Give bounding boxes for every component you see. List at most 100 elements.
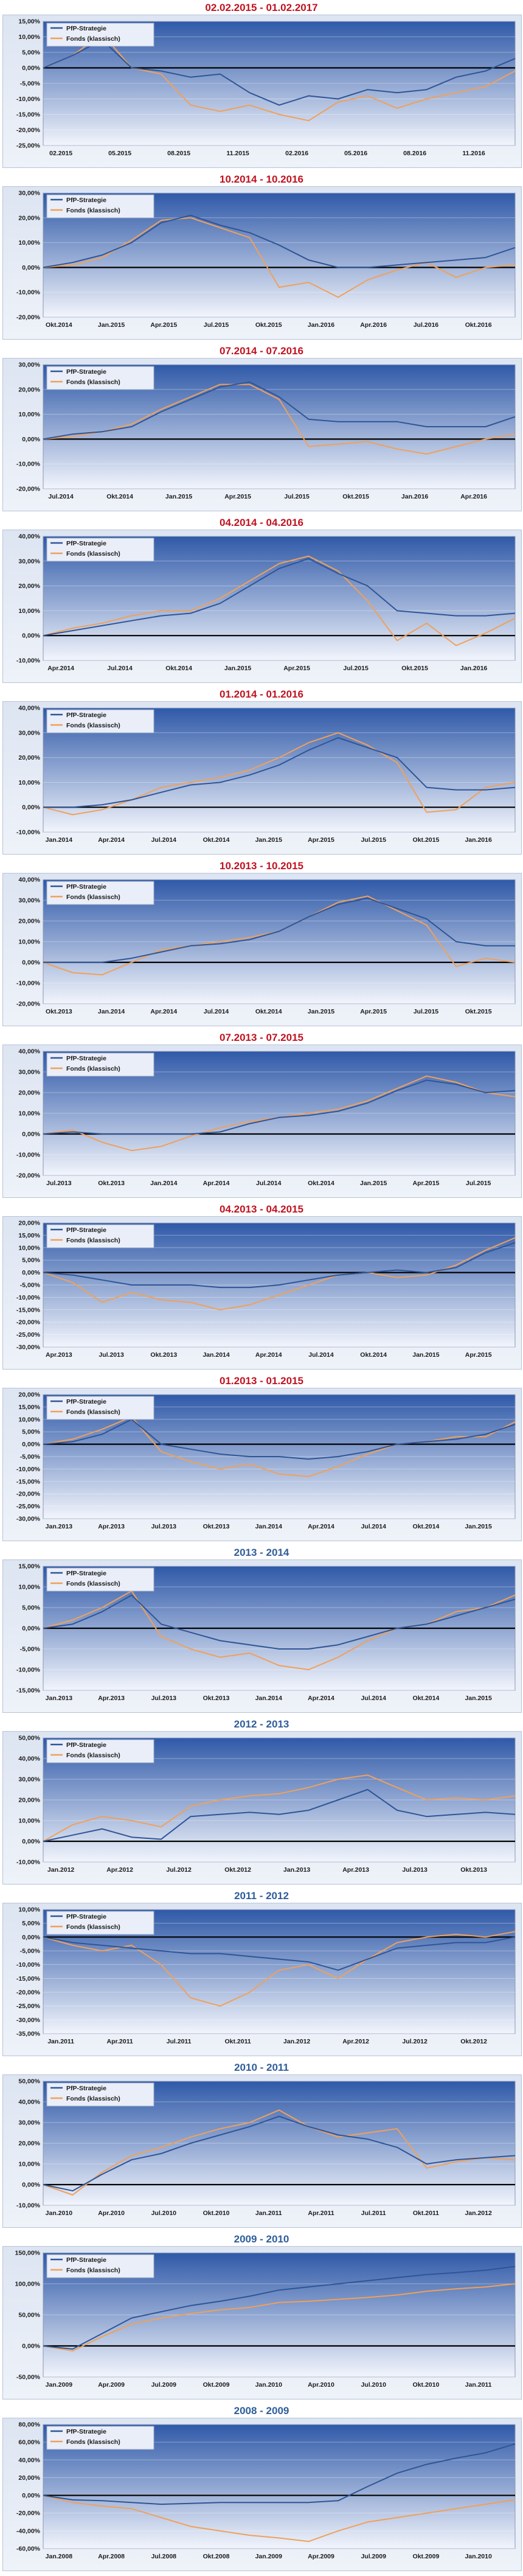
y-tick-label: -10,00% xyxy=(16,829,41,836)
y-tick-label: -35,00% xyxy=(16,2031,41,2038)
legend: PfP-Strategie Fonds (klassisch) xyxy=(46,709,154,733)
line-chart: 15,00% 10,00% 5,00% 0,00% -5,00% -10,00% -15,0… xyxy=(16,1563,516,1702)
series-line xyxy=(43,2115,516,2192)
chart-title: 2012 - 2013 xyxy=(234,1718,289,1730)
y-tick-label: 20,00% xyxy=(18,2140,40,2147)
x-tick-label: Jan.2015 xyxy=(412,1351,440,1359)
y-tick-label: 10,00% xyxy=(18,779,40,786)
x-tick-label: Okt.2012 xyxy=(224,1866,251,1874)
y-tick-label: 40,00% xyxy=(18,533,40,541)
chart-frame: 50,00% 40,00% 30,00% 20,00% 10,00% 0,00% -10,0… xyxy=(2,1731,522,1885)
x-tick-label: Apr.2013 xyxy=(342,1866,369,1874)
x-tick-label: Jan.2014 xyxy=(203,1351,230,1359)
y-tick-label: -15,00% xyxy=(16,1478,41,1485)
chart-title: 02.02.2015 - 01.02.2017 xyxy=(205,2,318,13)
y-tick-label: 40,00% xyxy=(18,877,40,884)
line-chart: 80,00% 60,00% 40,00% 20,00% 0,00% -20,00% -40,… xyxy=(16,2421,516,2560)
y-tick-label: 10,00% xyxy=(18,607,40,615)
x-tick-label: Okt.2010 xyxy=(203,2210,230,2217)
x-tick-label: Jul.2015 xyxy=(204,321,229,329)
x-tick-label: Jan.2014 xyxy=(255,1523,283,1530)
chart-frame: 30,00% 20,00% 10,00% 0,00% -10,00% -20,00% Jul… xyxy=(2,358,522,511)
legend-label: PfP-Strategie xyxy=(66,1570,106,1577)
chart-panel: 2013 - 2014 15,00% 10,00% 5,00% 0,00% -5,00% -… xyxy=(0,1546,523,1717)
y-tick-label: 0,00% xyxy=(22,2182,40,2189)
y-tick-label: -20,00% xyxy=(16,127,41,134)
legend: PfP-Strategie Fonds (klassisch) xyxy=(46,2082,154,2107)
series-line xyxy=(43,2266,516,2350)
chart-panel: 07.2013 - 07.2015 40,00% 30,00% 20,00% 10,00… xyxy=(0,1031,523,1202)
x-tick-label: Apr.2012 xyxy=(342,2038,369,2045)
x-tick-label: Apr.2014 xyxy=(47,665,74,672)
chart-title: 07.2014 - 07.2016 xyxy=(219,345,303,357)
legend-label: PfP-Strategie xyxy=(66,540,106,547)
legend-label: Fonds (klassisch) xyxy=(66,1237,120,1244)
y-tick-label: -5,00% xyxy=(20,1646,41,1653)
x-tick-label: Okt.2015 xyxy=(255,321,282,329)
y-tick-label: 10,00% xyxy=(18,411,40,418)
x-tick-label: Jan.2016 xyxy=(460,665,488,672)
series-line xyxy=(43,214,516,268)
y-tick-label: -10,00% xyxy=(16,980,41,987)
y-tick-label: -10,00% xyxy=(16,96,41,103)
chart-panel: 2012 - 2013 50,00% 40,00% 30,00% 20,00% 10,00… xyxy=(0,1718,523,1888)
y-tick-label: -50,00% xyxy=(16,2374,41,2381)
x-tick-label: Jan.2013 xyxy=(283,1866,311,1874)
x-tick-label: 02.2015 xyxy=(49,150,72,157)
legend-label: PfP-Strategie xyxy=(66,1227,106,1234)
series-line xyxy=(43,558,516,637)
y-tick-label: -20,00% xyxy=(16,314,41,321)
y-tick-label: -30,00% xyxy=(16,1516,41,1523)
legend: PfP-Strategie Fonds (klassisch) xyxy=(46,194,154,219)
line-chart: 150,00% 100,00% 50,00% 0,00% -50,00% Jan.2009… xyxy=(15,2250,516,2389)
y-tick-label: 10,00% xyxy=(18,33,40,41)
x-tick-label: Jan.2015 xyxy=(360,1180,387,1187)
legend-label: PfP-Strategie xyxy=(66,197,106,204)
x-tick-label: Okt.2014 xyxy=(46,321,72,329)
x-tick-label: Apr.2014 xyxy=(308,1523,334,1530)
chart-panel: 2009 - 2010 150,00% 100,00% 50,00% 0,00% -50,… xyxy=(0,2233,523,2403)
x-tick-label: Jul.2015 xyxy=(466,1180,491,1187)
x-tick-label: Okt.2009 xyxy=(203,2381,230,2389)
x-tick-label: Apr.2012 xyxy=(106,1866,133,1874)
y-tick-label: 15,00% xyxy=(18,1404,40,1411)
y-tick-label: -10,00% xyxy=(16,289,41,296)
y-tick-label: 60,00% xyxy=(18,2439,40,2446)
y-tick-label: -20,00% xyxy=(16,1491,41,1498)
x-tick-label: Okt.2013 xyxy=(203,1523,230,1530)
y-tick-label: 10,00% xyxy=(18,1416,40,1423)
chart-frame: 80,00% 60,00% 40,00% 20,00% 0,00% -20,00% -40,… xyxy=(2,2418,522,2571)
y-tick-label: 10,00% xyxy=(18,1906,40,1914)
series-line xyxy=(43,1237,516,1311)
legend-label: Fonds (klassisch) xyxy=(66,35,120,43)
series-line xyxy=(43,2109,516,2196)
chart-frame: 30,00% 20,00% 10,00% 0,00% -10,00% -20,00% Okt… xyxy=(2,186,522,340)
y-tick-label: 0,00% xyxy=(22,959,40,967)
line-chart: 40,00% 30,00% 20,00% 10,00% 0,00% -10,00% -20,… xyxy=(16,1048,516,1187)
x-tick-label: Okt.2014 xyxy=(360,1351,387,1359)
y-tick-label: 40,00% xyxy=(18,705,40,712)
x-tick-label: 11.2015 xyxy=(226,150,249,157)
series-line xyxy=(43,217,516,298)
x-tick-label: Apr.2014 xyxy=(255,1351,282,1359)
legend-label: Fonds (klassisch) xyxy=(66,379,120,386)
series-line xyxy=(43,39,516,106)
y-tick-label: 15,00% xyxy=(18,1232,40,1239)
x-tick-label: Jul.2014 xyxy=(107,665,133,672)
line-chart: 15,00% 10,00% 5,00% 0,00% -5,00% -10,00% -15,0… xyxy=(16,18,516,157)
x-tick-label: Okt.2014 xyxy=(203,836,230,844)
chart-title: 01.2013 - 01.2015 xyxy=(219,1375,303,1387)
series-line xyxy=(43,897,515,963)
x-tick-label: Okt.2011 xyxy=(224,2038,251,2045)
chart-frame: 15,00% 10,00% 5,00% 0,00% -5,00% -10,00% -15,0… xyxy=(2,1559,522,1713)
x-tick-label: Jan.2013 xyxy=(46,1695,73,1702)
chart-title: 2010 - 2011 xyxy=(234,2062,289,2073)
y-tick-label: 10,00% xyxy=(18,1818,40,1825)
x-tick-label: Apr.2014 xyxy=(203,1180,230,1187)
series-line xyxy=(43,732,516,816)
x-tick-label: Jul.2015 xyxy=(284,493,310,500)
y-tick-label: 30,00% xyxy=(18,2119,40,2127)
legend: PfP-Strategie Fonds (klassisch) xyxy=(46,1567,154,1592)
y-tick-label: -25,00% xyxy=(16,1503,41,1510)
